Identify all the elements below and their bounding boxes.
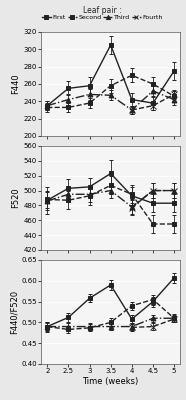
Y-axis label: F440: F440 xyxy=(12,74,20,94)
Legend: First, Second, Third, Fourth: First, Second, Third, Fourth xyxy=(41,13,164,21)
Y-axis label: F520: F520 xyxy=(12,188,21,208)
X-axis label: Time (weeks): Time (weeks) xyxy=(83,377,139,386)
Y-axis label: F440/F520: F440/F520 xyxy=(9,290,18,334)
Text: Leaf pair :: Leaf pair : xyxy=(83,6,122,15)
